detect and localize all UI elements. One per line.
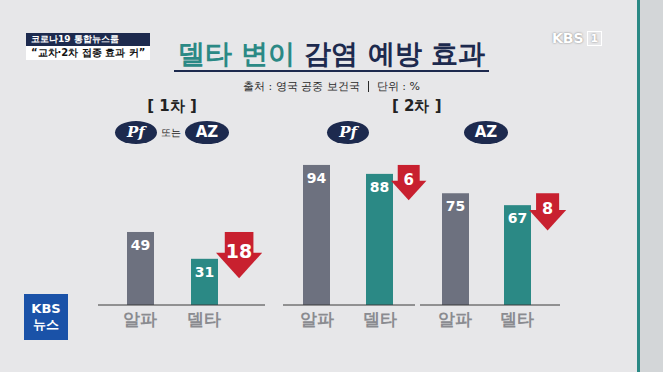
- html-text:출처 : 영국 공중 보건국: 출처 : 영국 공중 보건국: [243, 80, 360, 93]
- html-text:KBS: KBS: [31, 301, 61, 316]
- html-text:AZ: AZ: [474, 123, 498, 141]
- svg-text:알파: 알파: [438, 309, 472, 329]
- svg-text:델타: 델타: [500, 309, 534, 329]
- svg-text:49: 49: [131, 237, 150, 253]
- html-text:뉴스: 뉴스: [33, 317, 59, 332]
- svg-text:88: 88: [370, 179, 389, 195]
- svg-text:31: 31: [195, 264, 214, 280]
- html-text:Pf: Pf: [339, 123, 357, 141]
- svg-text:델타: 델타: [363, 309, 397, 329]
- html-text:“교차·2차 접종 효과 커”: “교차·2차 접종 효과 커”: [31, 47, 146, 58]
- svg-text:18: 18: [226, 240, 252, 262]
- html-text:[ 1차 ]: [ 1차 ]: [147, 97, 197, 115]
- html-text:또는: 또는: [160, 126, 181, 138]
- html-text:KBS: KBS: [552, 30, 584, 46]
- svg-text:94: 94: [307, 170, 327, 186]
- svg-text:67: 67: [508, 210, 527, 226]
- svg-text:알파: 알파: [123, 309, 157, 329]
- html-text:1: 1: [590, 31, 599, 45]
- html-text:Pf: Pf: [126, 123, 145, 141]
- html-text:단위 : %: 단위 : %: [376, 80, 420, 93]
- svg-text:8: 8: [542, 199, 553, 218]
- html-text:[ 2차 ]: [ 2차 ]: [392, 97, 442, 115]
- svg-text:알파: 알파: [300, 309, 334, 329]
- svg-text:6: 6: [403, 171, 413, 189]
- svg-text:75: 75: [446, 198, 465, 214]
- html-text:AZ: AZ: [195, 123, 219, 141]
- html-text:델타 변이감염 예방 효과: 델타 변이감염 예방 효과: [177, 38, 486, 69]
- svg-text:델타: 델타: [187, 309, 221, 329]
- html-text:코로나19 통합뉴스룸: 코로나19 통합뉴스룸: [31, 34, 119, 44]
